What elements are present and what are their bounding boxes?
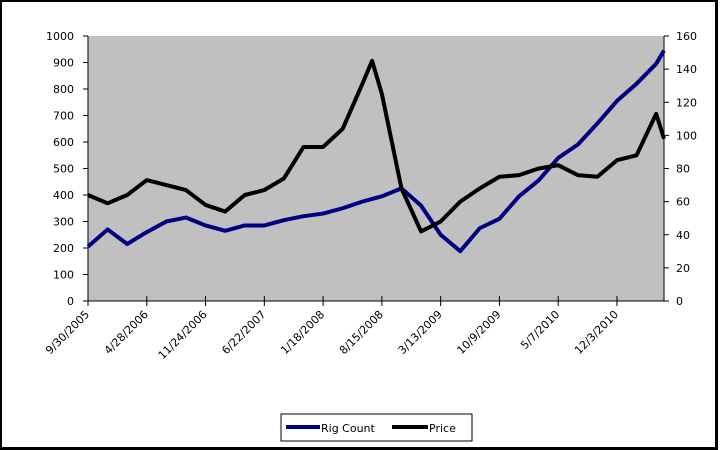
series-lines: [86, 49, 666, 254]
y-left-tick-label: 0: [67, 295, 74, 308]
x-tick-label: 12/3/2010: [572, 308, 621, 357]
x-tick-label: 11/24/2006: [156, 308, 210, 362]
legend-label-price: Price: [429, 422, 456, 435]
y-left-tick-label: 1000: [46, 30, 74, 43]
y-left-tick-label: 200: [53, 242, 74, 255]
y-right-tick-label: 140: [676, 63, 697, 76]
legend: Rig Count Price: [280, 413, 473, 442]
legend-label-rig-count: Rig Count: [321, 422, 376, 435]
x-tick-label: 4/28/2006: [102, 308, 151, 357]
x-tick-label: 10/9/2009: [454, 308, 503, 357]
y-left-tick-label: 500: [53, 163, 74, 176]
x-axis: 9/30/2005 4/28/2006 11/24/2006 6/22/2007 1/1…: [43, 296, 664, 362]
y-left-tick-label: 100: [53, 269, 74, 282]
y-left-tick-label: 800: [53, 83, 74, 96]
y-left-tick-label: 700: [53, 110, 74, 123]
y-right-tick-label: 120: [676, 96, 697, 109]
y-left-tick-label: 600: [53, 136, 74, 149]
y-right-tick-label: 80: [676, 163, 690, 176]
series-line-rig-count: [86, 49, 666, 254]
x-tick-label: 5/7/2010: [518, 308, 562, 352]
y-right-tick-label: 160: [676, 30, 697, 43]
y-right-tick-label: 20: [676, 262, 690, 275]
y-right-tick-label: 100: [676, 129, 697, 142]
series-line-price: [87, 58, 666, 234]
x-tick-label: 3/13/2009: [396, 308, 445, 357]
x-tick-label: 1/18/2008: [278, 308, 327, 357]
x-tick-label: 9/30/2005: [43, 308, 92, 357]
y-left-tick-label: 900: [53, 57, 74, 70]
y-right-tick-label: 0: [676, 295, 683, 308]
y-left-tick-label: 400: [53, 189, 74, 202]
x-tick-label: 6/22/2007: [219, 308, 268, 357]
y-right-tick-label: 40: [676, 229, 690, 242]
y-left-tick-label: 300: [53, 216, 74, 229]
y-axis-right: 0 20 40 60 80 100 120 140 160: [663, 30, 697, 308]
y-axis-left: 0 100 200 300 400 500 600 700 800 900 1000: [46, 30, 89, 308]
x-tick-label: 8/15/2008: [337, 308, 386, 357]
y-right-tick-label: 60: [676, 196, 690, 209]
